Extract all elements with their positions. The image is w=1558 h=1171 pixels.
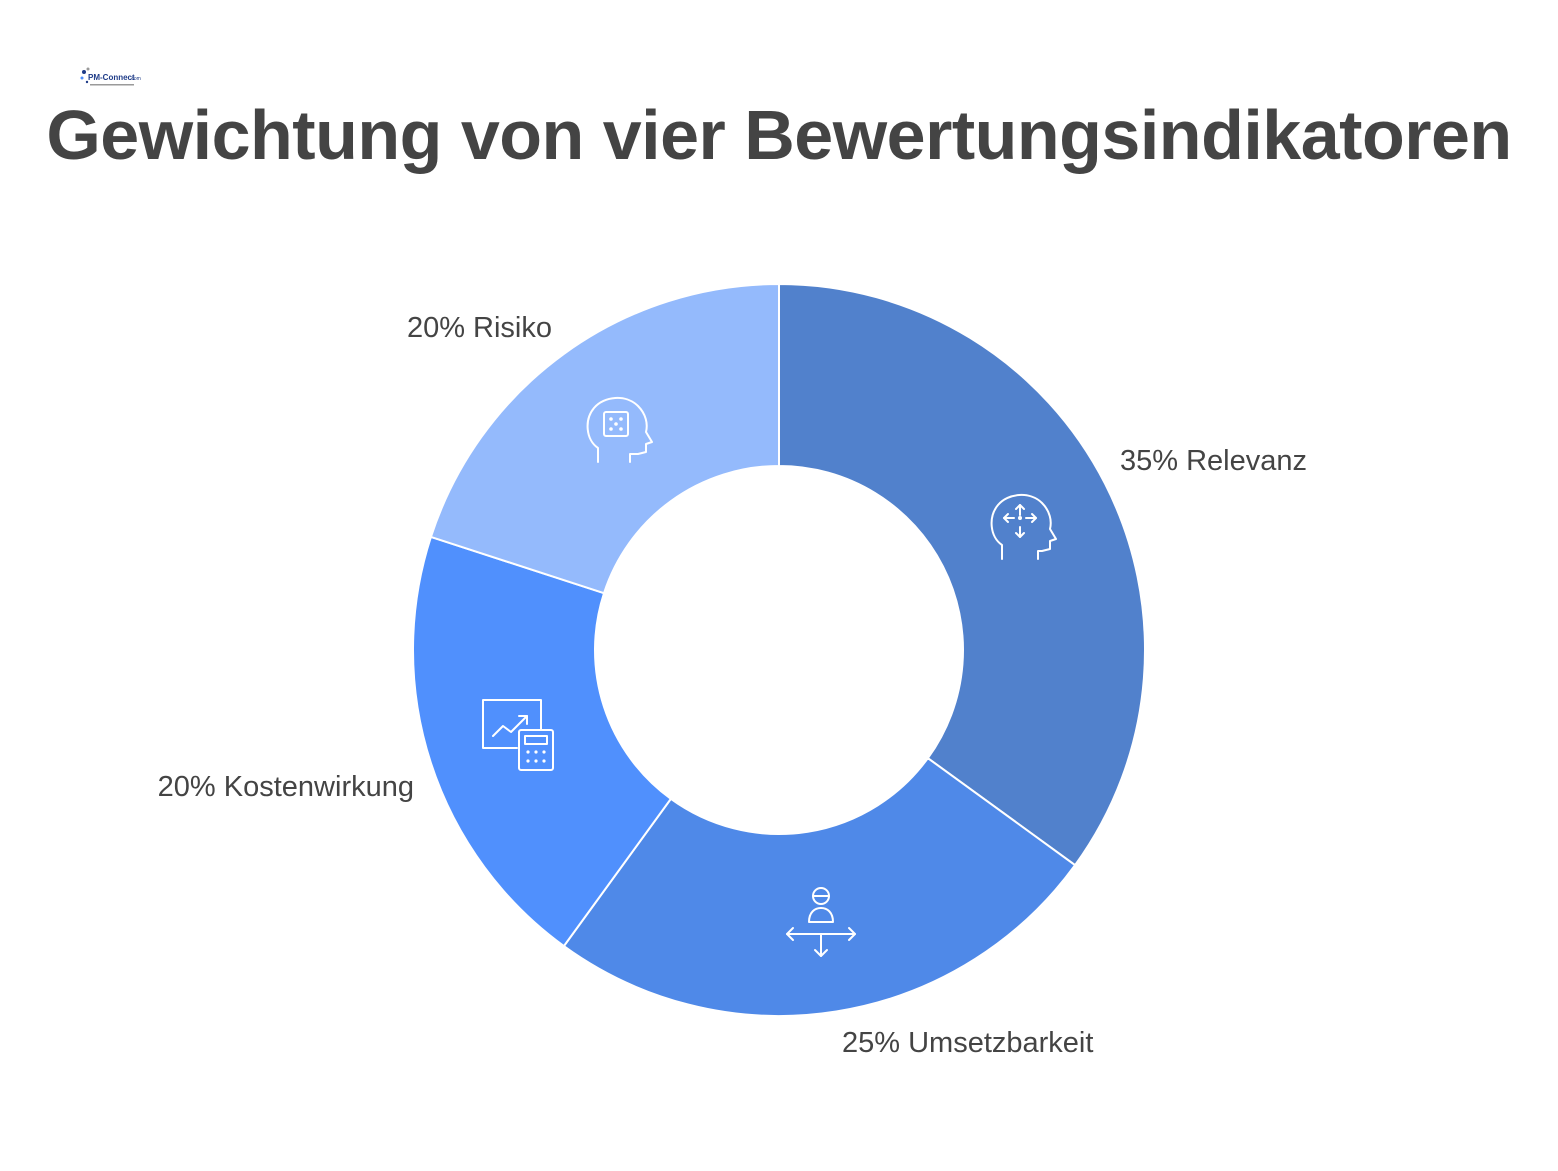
slice-label-4: 20% Risiko [407, 312, 552, 344]
head-dice-icon [586, 397, 653, 463]
chart-title: Gewichtung von vier Bewertungsindikatore… [46, 96, 1512, 174]
brand-logo: PM-Connect .com [78, 64, 142, 94]
chart-calculator-icon [482, 699, 554, 771]
donut-slice-1 [778, 282, 1146, 867]
slice-label-3: 20% Kostenwirkung [158, 771, 414, 803]
svg-text:.com: .com [130, 76, 141, 82]
person-crossroads-icon [786, 887, 856, 957]
slice-label-2: 25% Umsetzbarkeit [842, 1027, 1093, 1059]
donut-slice-2 [562, 756, 1077, 1017]
donut-slice-3 [412, 535, 673, 948]
donut-slice-4 [429, 282, 780, 595]
head-arrows-icon [990, 494, 1057, 560]
svg-text:PM-Connect: PM-Connect [88, 73, 135, 82]
slice-label-1: 35% Relevanz [1120, 445, 1307, 477]
